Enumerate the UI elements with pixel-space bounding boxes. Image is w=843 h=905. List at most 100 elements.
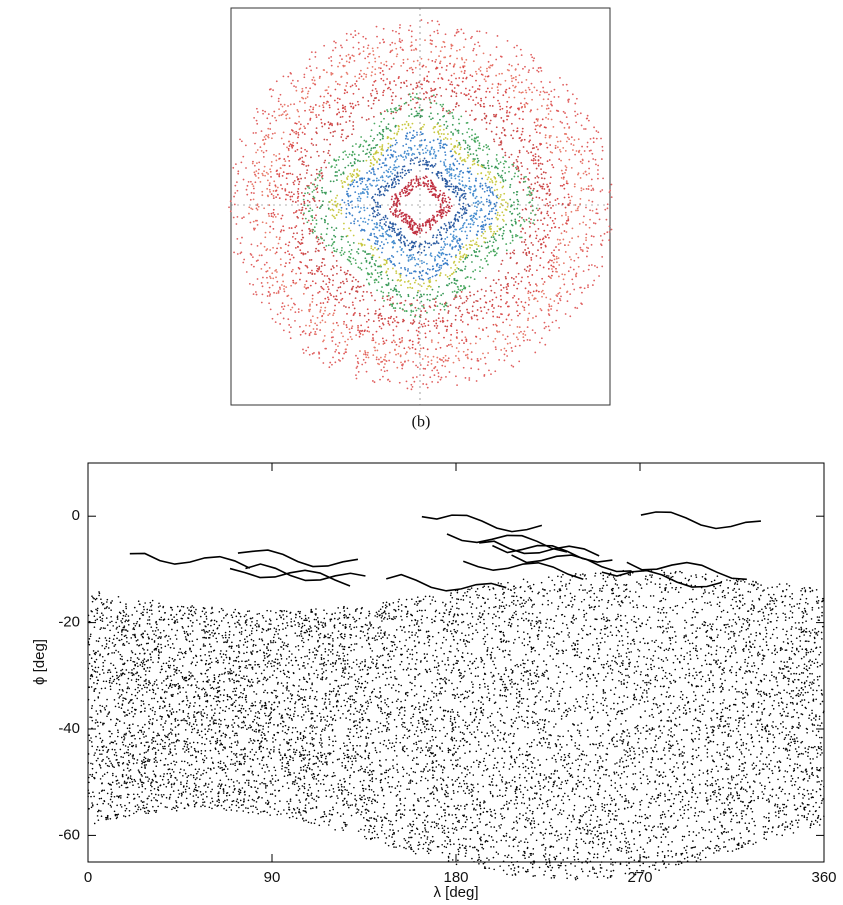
particle (322, 280, 324, 282)
particle (519, 212, 521, 214)
particle (455, 196, 457, 198)
particle (379, 379, 381, 381)
particle (385, 158, 387, 160)
particle (564, 127, 566, 129)
particle (512, 251, 514, 253)
particle (508, 156, 510, 158)
particle (464, 148, 466, 150)
particle (455, 178, 457, 180)
particle (437, 138, 439, 140)
particle (465, 354, 467, 356)
particle (471, 261, 473, 263)
particle (380, 369, 382, 371)
particle (462, 164, 464, 166)
particle (255, 152, 257, 154)
particle (556, 310, 558, 312)
particle (595, 159, 597, 161)
particle (392, 30, 394, 32)
particle (473, 223, 475, 225)
particle (461, 230, 463, 232)
particle (357, 325, 359, 327)
particle (550, 90, 552, 92)
particle (447, 312, 449, 314)
particle (453, 237, 455, 239)
particle (352, 121, 354, 123)
particle (366, 371, 368, 373)
particle (292, 142, 294, 144)
particle (520, 49, 522, 51)
particle (459, 148, 461, 150)
particle (565, 313, 567, 315)
particle (362, 36, 364, 38)
particle (349, 328, 351, 330)
particle (278, 98, 280, 100)
particle (423, 347, 425, 349)
particle (435, 301, 437, 303)
particle (470, 173, 472, 175)
particle (517, 176, 519, 178)
particle (499, 137, 501, 139)
particle (355, 85, 357, 87)
particle (316, 328, 318, 330)
particle (313, 352, 315, 354)
particle (403, 347, 405, 349)
particle (276, 190, 278, 192)
particle (323, 139, 325, 141)
particle (589, 219, 591, 221)
particle (509, 186, 511, 188)
particle (461, 314, 463, 316)
particle (299, 174, 301, 176)
particle (334, 309, 336, 311)
particle (384, 359, 386, 361)
particle (469, 205, 471, 207)
particle (261, 150, 263, 152)
particle (609, 189, 611, 191)
particle (514, 87, 516, 89)
particle (394, 169, 396, 171)
particle (507, 283, 509, 285)
particle (275, 216, 277, 218)
particle (416, 93, 418, 95)
particle (315, 188, 317, 190)
particle (265, 232, 267, 234)
particle (287, 305, 289, 307)
particle (299, 181, 301, 183)
particle (372, 156, 374, 158)
particle (381, 134, 383, 136)
particle (319, 77, 321, 79)
particle (424, 158, 426, 160)
particle (560, 160, 562, 162)
particle (588, 185, 590, 187)
particle (429, 141, 431, 143)
particle (454, 91, 456, 93)
particle (528, 152, 530, 154)
particle (395, 109, 397, 111)
particle (305, 350, 307, 352)
particle (353, 242, 355, 244)
particle (272, 89, 274, 91)
particle (460, 227, 462, 229)
particle (484, 78, 486, 80)
particle (606, 219, 608, 221)
particle (509, 230, 511, 232)
particle (514, 218, 516, 220)
particle (347, 156, 349, 158)
particle (430, 112, 432, 114)
particle (400, 242, 402, 244)
particle (473, 212, 475, 214)
particle (285, 118, 287, 120)
particle (414, 265, 416, 267)
particle (434, 374, 436, 376)
particle (266, 262, 268, 264)
particle (306, 169, 308, 171)
particle (546, 184, 548, 186)
particle (425, 147, 427, 149)
particle (391, 49, 393, 51)
particle (522, 333, 524, 335)
particle (488, 167, 490, 169)
particle (519, 345, 521, 347)
particle (524, 105, 526, 107)
particle (393, 361, 395, 363)
particle (450, 138, 452, 140)
particle (523, 181, 525, 183)
